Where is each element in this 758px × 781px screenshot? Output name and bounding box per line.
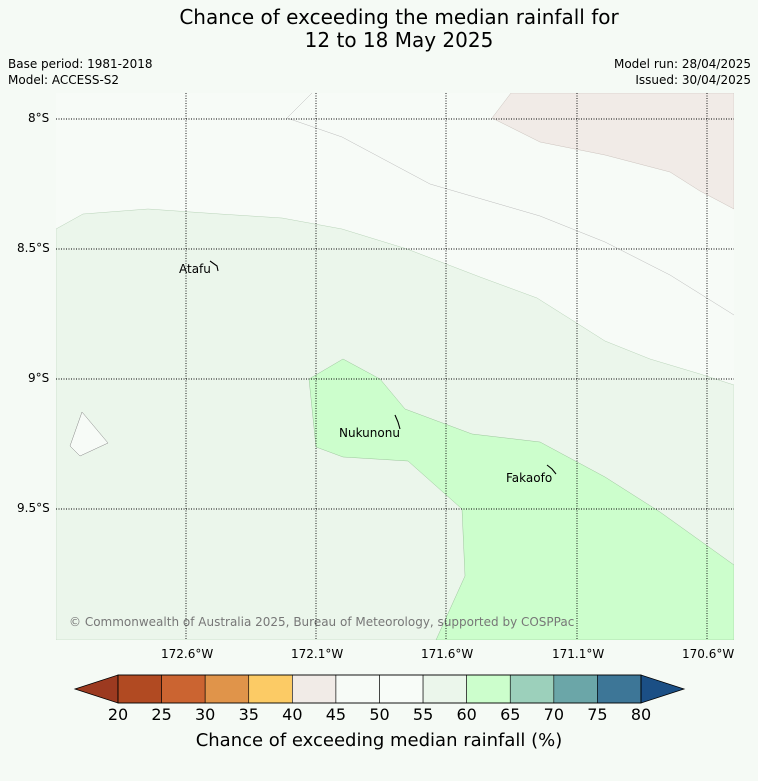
atoll-outline-atafu [209, 260, 219, 272]
place-label-nukunonu: Nukunonu [339, 426, 400, 440]
map-title-line1: Chance of exceeding the median rainfall … [179, 5, 619, 29]
atoll-outline-nukunonu [394, 414, 401, 430]
colorbar-segment [161, 674, 206, 704]
colorbar-tick-label: 20 [107, 705, 129, 724]
atoll-outline-fakaofo [546, 464, 557, 475]
lat-label-8s: 8°S [28, 111, 50, 125]
colorbar-segment [335, 674, 380, 704]
lon-label-171-6w: 171.6°W [421, 647, 474, 661]
contour-line-upper [286, 117, 734, 316]
lat-label-9s: 9°S [28, 371, 50, 385]
colorbar-tick-label: 60 [456, 705, 477, 724]
colorbar-segment [292, 674, 337, 704]
colorbar-segment [379, 674, 424, 704]
colorbar-under-arrow [73, 674, 119, 704]
colorbar-tick-label: 80 [630, 705, 652, 724]
region-40-45 [491, 93, 734, 210]
colorbar-segment [553, 674, 598, 704]
base-period-label: Base period: 1981-2018 [8, 57, 153, 71]
colorbar [73, 674, 686, 704]
colorbar-over-arrow [640, 674, 686, 704]
map-frame: © Commonwealth of Australia 2025, Bureau… [56, 93, 734, 640]
atoll-nukunonu: Nukunonu [339, 414, 401, 440]
colorbar-segment [117, 674, 162, 704]
copyright-text: © Commonwealth of Australia 2025, Bureau… [69, 615, 574, 629]
colorbar-tick-label: 40 [282, 705, 303, 724]
lon-label-170-6w: 170.6°W [682, 647, 735, 661]
colorbar-tick-label: 75 [587, 705, 608, 724]
place-label-atafu: Atafu [179, 262, 211, 276]
colorbar-tick-label: 55 [412, 705, 434, 724]
region-island-left [69, 411, 109, 457]
colorbar-segment [466, 674, 511, 704]
colorbar-tick-label: 50 [369, 705, 390, 724]
colorbar-tick-label: 65 [500, 705, 521, 724]
model-run-label: Model run: 28/04/2025 [613, 57, 751, 71]
model-label: Model: ACCESS-S2 [8, 73, 120, 87]
lon-label-171-1w: 171.1°W [552, 647, 605, 661]
map-title-line2: 12 to 18 May 2025 [304, 28, 494, 52]
colorbar-segments [117, 674, 642, 704]
colorbar-title: Chance of exceeding median rainfall (%) [195, 730, 563, 751]
colorbar-tick-label: 30 [194, 705, 216, 724]
colorbar-tick-label: 25 [151, 705, 172, 724]
place-label-fakaofo: Fakaofo [506, 471, 552, 485]
graticule [56, 93, 734, 640]
lat-label-9-5s: 9.5°S [17, 501, 50, 515]
region-60-65 [308, 358, 734, 640]
lat-label-8-5s: 8.5°S [17, 241, 50, 255]
atoll-atafu: Atafu [179, 260, 219, 276]
lon-label-172-6w: 172.6°W [161, 647, 214, 661]
colorbar-outline [117, 674, 642, 704]
issued-label: Issued: 30/04/2025 [635, 73, 751, 87]
lon-label-172-1w: 172.1°W [291, 647, 344, 661]
colorbar-segment [597, 674, 642, 704]
colorbar-tick-label: 35 [238, 705, 259, 724]
colorbar-tick-label: 70 [543, 705, 565, 724]
contour-line-top [286, 93, 313, 119]
colorbar-segment [422, 674, 467, 704]
colorbar-segment [204, 674, 250, 704]
colorbar-tick-label: 45 [325, 705, 347, 724]
atoll-fakaofo: Fakaofo [506, 464, 557, 485]
colorbar-segment [248, 674, 293, 704]
colorbar-segment [509, 674, 555, 704]
